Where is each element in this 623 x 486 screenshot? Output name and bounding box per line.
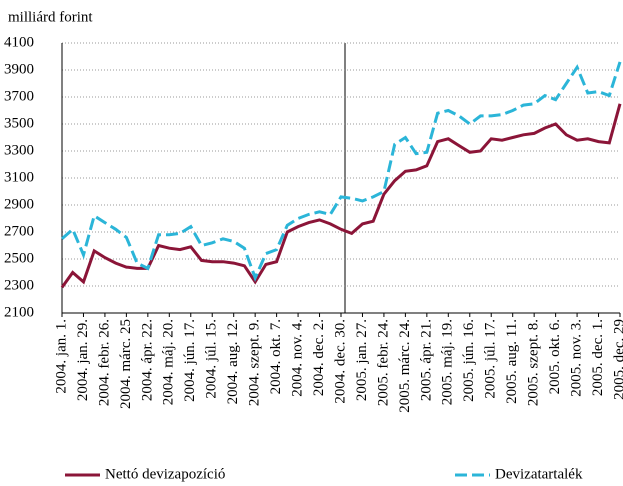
y-axis-label: milliárd forint xyxy=(8,9,93,25)
y-tick-label: 3300 xyxy=(4,142,34,158)
x-tick-label: 2005. máj. 19. xyxy=(440,319,456,405)
x-tick-label: 2004. jún. 17. xyxy=(182,319,198,402)
x-tick-label: 2004. febr. 26. xyxy=(96,319,112,406)
x-tick-label: 2005. jún. 16. xyxy=(461,319,477,402)
series-line xyxy=(60,103,622,289)
x-tick-label: 2005. júl. 17. xyxy=(483,319,499,399)
x-tick-label: 2005. márc. 24. xyxy=(397,319,413,413)
legend-label: Nettó devizapozíció xyxy=(105,466,225,482)
x-tick-label: 2005. ápr. 21. xyxy=(418,319,434,401)
x-tick-label: 2004. szept. 9. xyxy=(247,319,263,406)
x-tick-label: 2005. dec. 29 xyxy=(611,319,623,400)
x-tick-label: 2005. jan. 27. xyxy=(354,319,370,401)
y-tick-label: 2500 xyxy=(4,250,34,266)
y-tick-label: 2900 xyxy=(4,196,34,212)
x-tick-label: 2004. máj. 20. xyxy=(161,319,177,405)
y-tick-label: 3700 xyxy=(4,88,34,104)
x-tick-label: 2005. szept. 8. xyxy=(526,319,542,406)
y-tick-label: 2100 xyxy=(4,304,34,320)
y-tick-label: 2700 xyxy=(4,223,34,239)
y-tick-label: 4100 xyxy=(4,34,34,50)
x-tick-label: 2005. dec. 1. xyxy=(590,319,606,396)
x-tick-label: 2004. jan. 1. xyxy=(53,319,69,394)
x-tick-label: 2005. okt. 6. xyxy=(547,319,563,394)
x-tick-label: 2005. febr. 24. xyxy=(375,319,391,406)
x-tick-label: 2004. okt. 7. xyxy=(268,319,284,394)
x-tick-label: 2004. nov. 4. xyxy=(290,319,306,397)
legend-label: Devizatartalék xyxy=(495,466,583,482)
x-tick-label: 2004. aug. 12. xyxy=(225,319,241,404)
y-tick-label: 3500 xyxy=(4,115,34,131)
x-tick-label: 2004. júl. 15. xyxy=(204,319,220,399)
y-tick-label: 2300 xyxy=(4,277,34,293)
x-tick-label: 2004. jan. 29. xyxy=(75,319,91,401)
x-tick-label: 2004. dec. 2. xyxy=(311,319,327,396)
x-tick-label: 2004. ápr. 22. xyxy=(139,319,155,401)
y-tick-label: 3100 xyxy=(4,169,34,185)
x-tick-label: 2005. nov. 3. xyxy=(569,319,585,397)
x-tick-label: 2005. aug. 11. xyxy=(504,319,520,404)
series-line xyxy=(61,61,622,282)
x-tick-label: 2004. márc. 25 xyxy=(118,319,134,409)
x-tick-label: 2004. dec. 30. xyxy=(332,319,348,404)
y-tick-label: 3900 xyxy=(4,61,34,77)
